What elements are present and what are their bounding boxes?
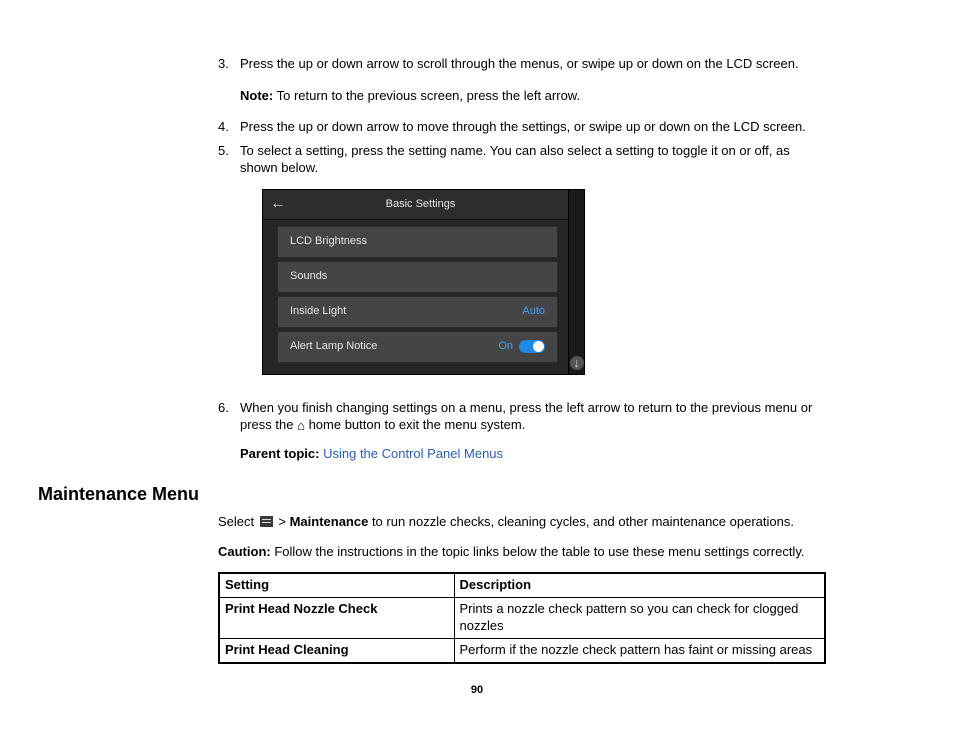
settings-table: Setting Description Print Head Nozzle Ch… (218, 572, 826, 664)
step-text: Press the up or down arrow to scroll thr… (240, 56, 799, 71)
setting-name: Print Head Cleaning (219, 639, 454, 663)
toggle-on-icon[interactable] (519, 340, 545, 353)
lcd-row-brightness[interactable]: LCD Brightness (277, 226, 558, 258)
table-row: Print Head Cleaning Perform if the nozzl… (219, 639, 825, 663)
setting-desc: Perform if the nozzle check pattern has … (454, 639, 825, 663)
lcd-row-label: LCD Brightness (290, 234, 367, 249)
step-text: Press the up or down arrow to move throu… (240, 118, 826, 136)
lcd-row-alert-lamp[interactable]: Alert Lamp Notice On (277, 331, 558, 363)
lcd-row-sounds[interactable]: Sounds (277, 261, 558, 293)
note-label: Note: (240, 88, 273, 103)
lcd-row-value: Auto (522, 304, 545, 319)
intro-text: > (275, 514, 290, 529)
intro-text: Select (218, 514, 258, 529)
lcd-row-value: On (498, 339, 513, 354)
parent-topic-label: Parent topic: (240, 446, 319, 461)
parent-topic-link[interactable]: Using the Control Panel Menus (323, 446, 503, 461)
setting-name: Print Head Nozzle Check (219, 598, 454, 639)
intro-maintenance: Maintenance (290, 514, 369, 529)
lcd-row-label: Alert Lamp Notice (290, 339, 377, 354)
lcd-scrollbar[interactable]: ↓ (568, 190, 584, 374)
section-heading: Maintenance Menu (38, 484, 826, 505)
setting-desc: Prints a nozzle check pattern so you can… (454, 598, 825, 639)
home-icon: ⌂ (297, 417, 305, 435)
table-row: Print Head Nozzle Check Prints a nozzle … (219, 598, 825, 639)
step-text: home button to exit the menu system. (305, 417, 525, 432)
step-number: 4. (218, 118, 240, 136)
lcd-row-label: Sounds (290, 269, 327, 284)
table-header: Description (454, 573, 825, 597)
lcd-row-inside-light[interactable]: Inside Light Auto (277, 296, 558, 328)
menu-icon (260, 516, 273, 527)
lcd-screenshot: ← Basic Settings LCD Brightness Sounds (262, 189, 585, 375)
caution-text: Follow the instructions in the topic lin… (271, 544, 805, 559)
page-number: 90 (0, 684, 954, 696)
table-header: Setting (219, 573, 454, 597)
step-number: 6. (218, 399, 240, 463)
intro-text: to run nozzle checks, cleaning cycles, a… (368, 514, 794, 529)
note-text: To return to the previous screen, press … (273, 88, 580, 103)
scroll-down-icon[interactable]: ↓ (570, 356, 584, 370)
caution-label: Caution: (218, 544, 271, 559)
lcd-title: Basic Settings (293, 197, 568, 212)
back-arrow-icon[interactable]: ← (263, 193, 293, 215)
step-number: 5. (218, 142, 240, 393)
lcd-row-label: Inside Light (290, 304, 346, 319)
step-text: To select a setting, press the setting n… (240, 143, 790, 176)
step-number: 3. (218, 55, 240, 112)
